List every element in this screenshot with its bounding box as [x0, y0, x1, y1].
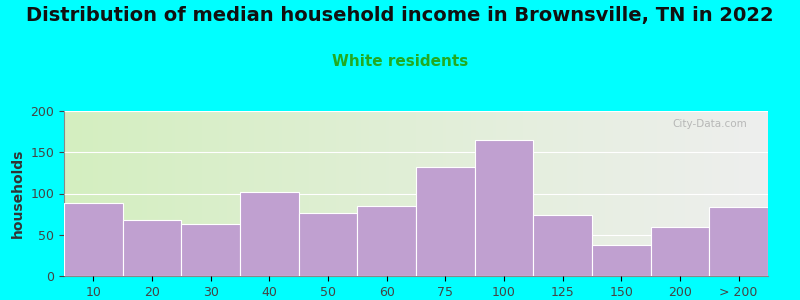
Bar [358, 206, 416, 276]
Bar [122, 220, 182, 276]
Text: White residents: White residents [332, 54, 468, 69]
Bar [298, 213, 358, 276]
Text: Distribution of median household income in Brownsville, TN in 2022: Distribution of median household income … [26, 6, 774, 25]
Bar [710, 207, 768, 276]
Bar [474, 140, 534, 276]
Bar [592, 245, 650, 276]
Text: City-Data.com: City-Data.com [672, 119, 747, 129]
Bar [240, 192, 298, 276]
Bar [182, 224, 240, 276]
Bar [650, 226, 710, 276]
Bar [416, 167, 474, 276]
Bar [534, 215, 592, 276]
Bar [64, 203, 122, 276]
Y-axis label: households: households [11, 149, 25, 238]
